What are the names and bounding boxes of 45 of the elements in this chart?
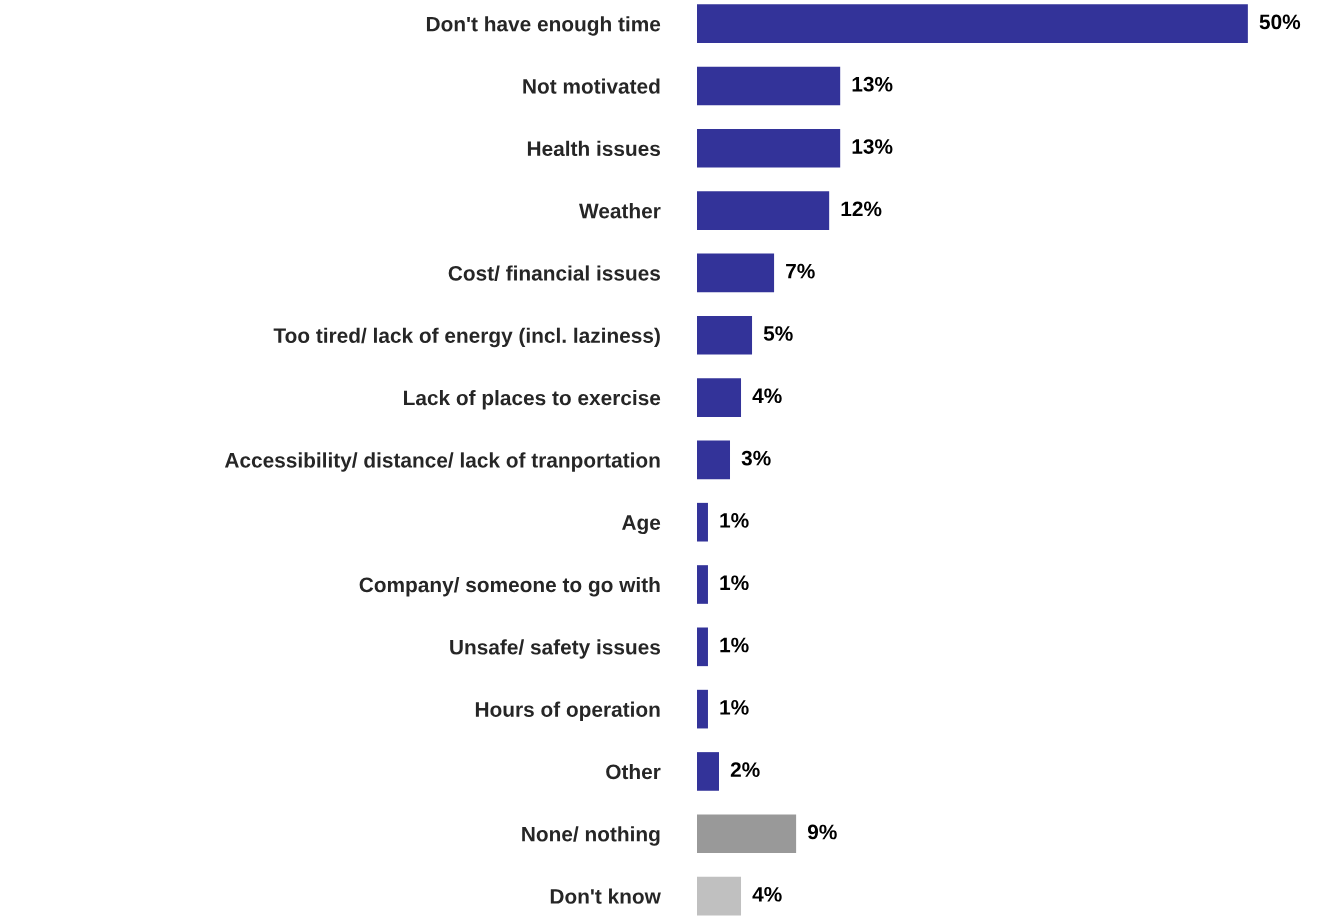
y-tick-label: Hours of operation [475, 701, 660, 721]
data-label: 2% [730, 762, 760, 777]
data-label: 5% [763, 326, 793, 341]
data-label: 4% [752, 886, 782, 902]
bar [696, 378, 742, 417]
data-label: 3% [741, 450, 771, 466]
bar [696, 128, 841, 168]
data-label: 1% [720, 575, 749, 591]
data-label: 12% [841, 201, 882, 217]
y-tick-label: Don't have enough time [426, 16, 661, 36]
y-tick-label: Unsafe/ safety issues [450, 639, 660, 659]
bar [696, 876, 742, 916]
y-tick-label: Weather [579, 203, 661, 219]
data-label: 7% [786, 263, 815, 279]
bar [696, 191, 830, 230]
bar [696, 689, 708, 729]
bar [696, 752, 719, 791]
bar [696, 502, 708, 542]
data-label: 13% [852, 76, 893, 92]
data-label: 4% [752, 388, 782, 404]
y-tick-label: Don't know [550, 888, 661, 904]
data-label: 13% [852, 139, 893, 154]
bar [696, 4, 1248, 43]
y-tick-label: Accessibility/ distance/ lack of tranportation [224, 452, 660, 472]
y-tick-label: Age [622, 515, 661, 535]
data-label: 1% [720, 637, 749, 653]
y-tick-label: Cost/ financial issues [448, 265, 660, 281]
y-tick-label: Health issues [527, 140, 660, 157]
bar [696, 565, 708, 604]
y-tick-label: Too tired/ lack of energy (incl. laziness) [273, 327, 660, 348]
data-label: 50% [1259, 14, 1301, 30]
y-tick-label: Company/ someone to go with [359, 576, 660, 597]
bar [696, 66, 841, 106]
bar [696, 814, 797, 854]
data-label: 1% [720, 700, 749, 715]
bar [696, 253, 775, 293]
bar [696, 440, 731, 480]
y-tick-label: Not motivated [523, 78, 660, 94]
data-label: 1% [720, 513, 749, 528]
y-tick-label: Other [606, 763, 661, 780]
y-tick-label: None/ nothing [522, 826, 660, 846]
bar [696, 315, 753, 355]
y-tick-label: Lack of places to exercise [404, 390, 661, 410]
data-label: 9% [807, 824, 837, 840]
bar [696, 627, 708, 667]
